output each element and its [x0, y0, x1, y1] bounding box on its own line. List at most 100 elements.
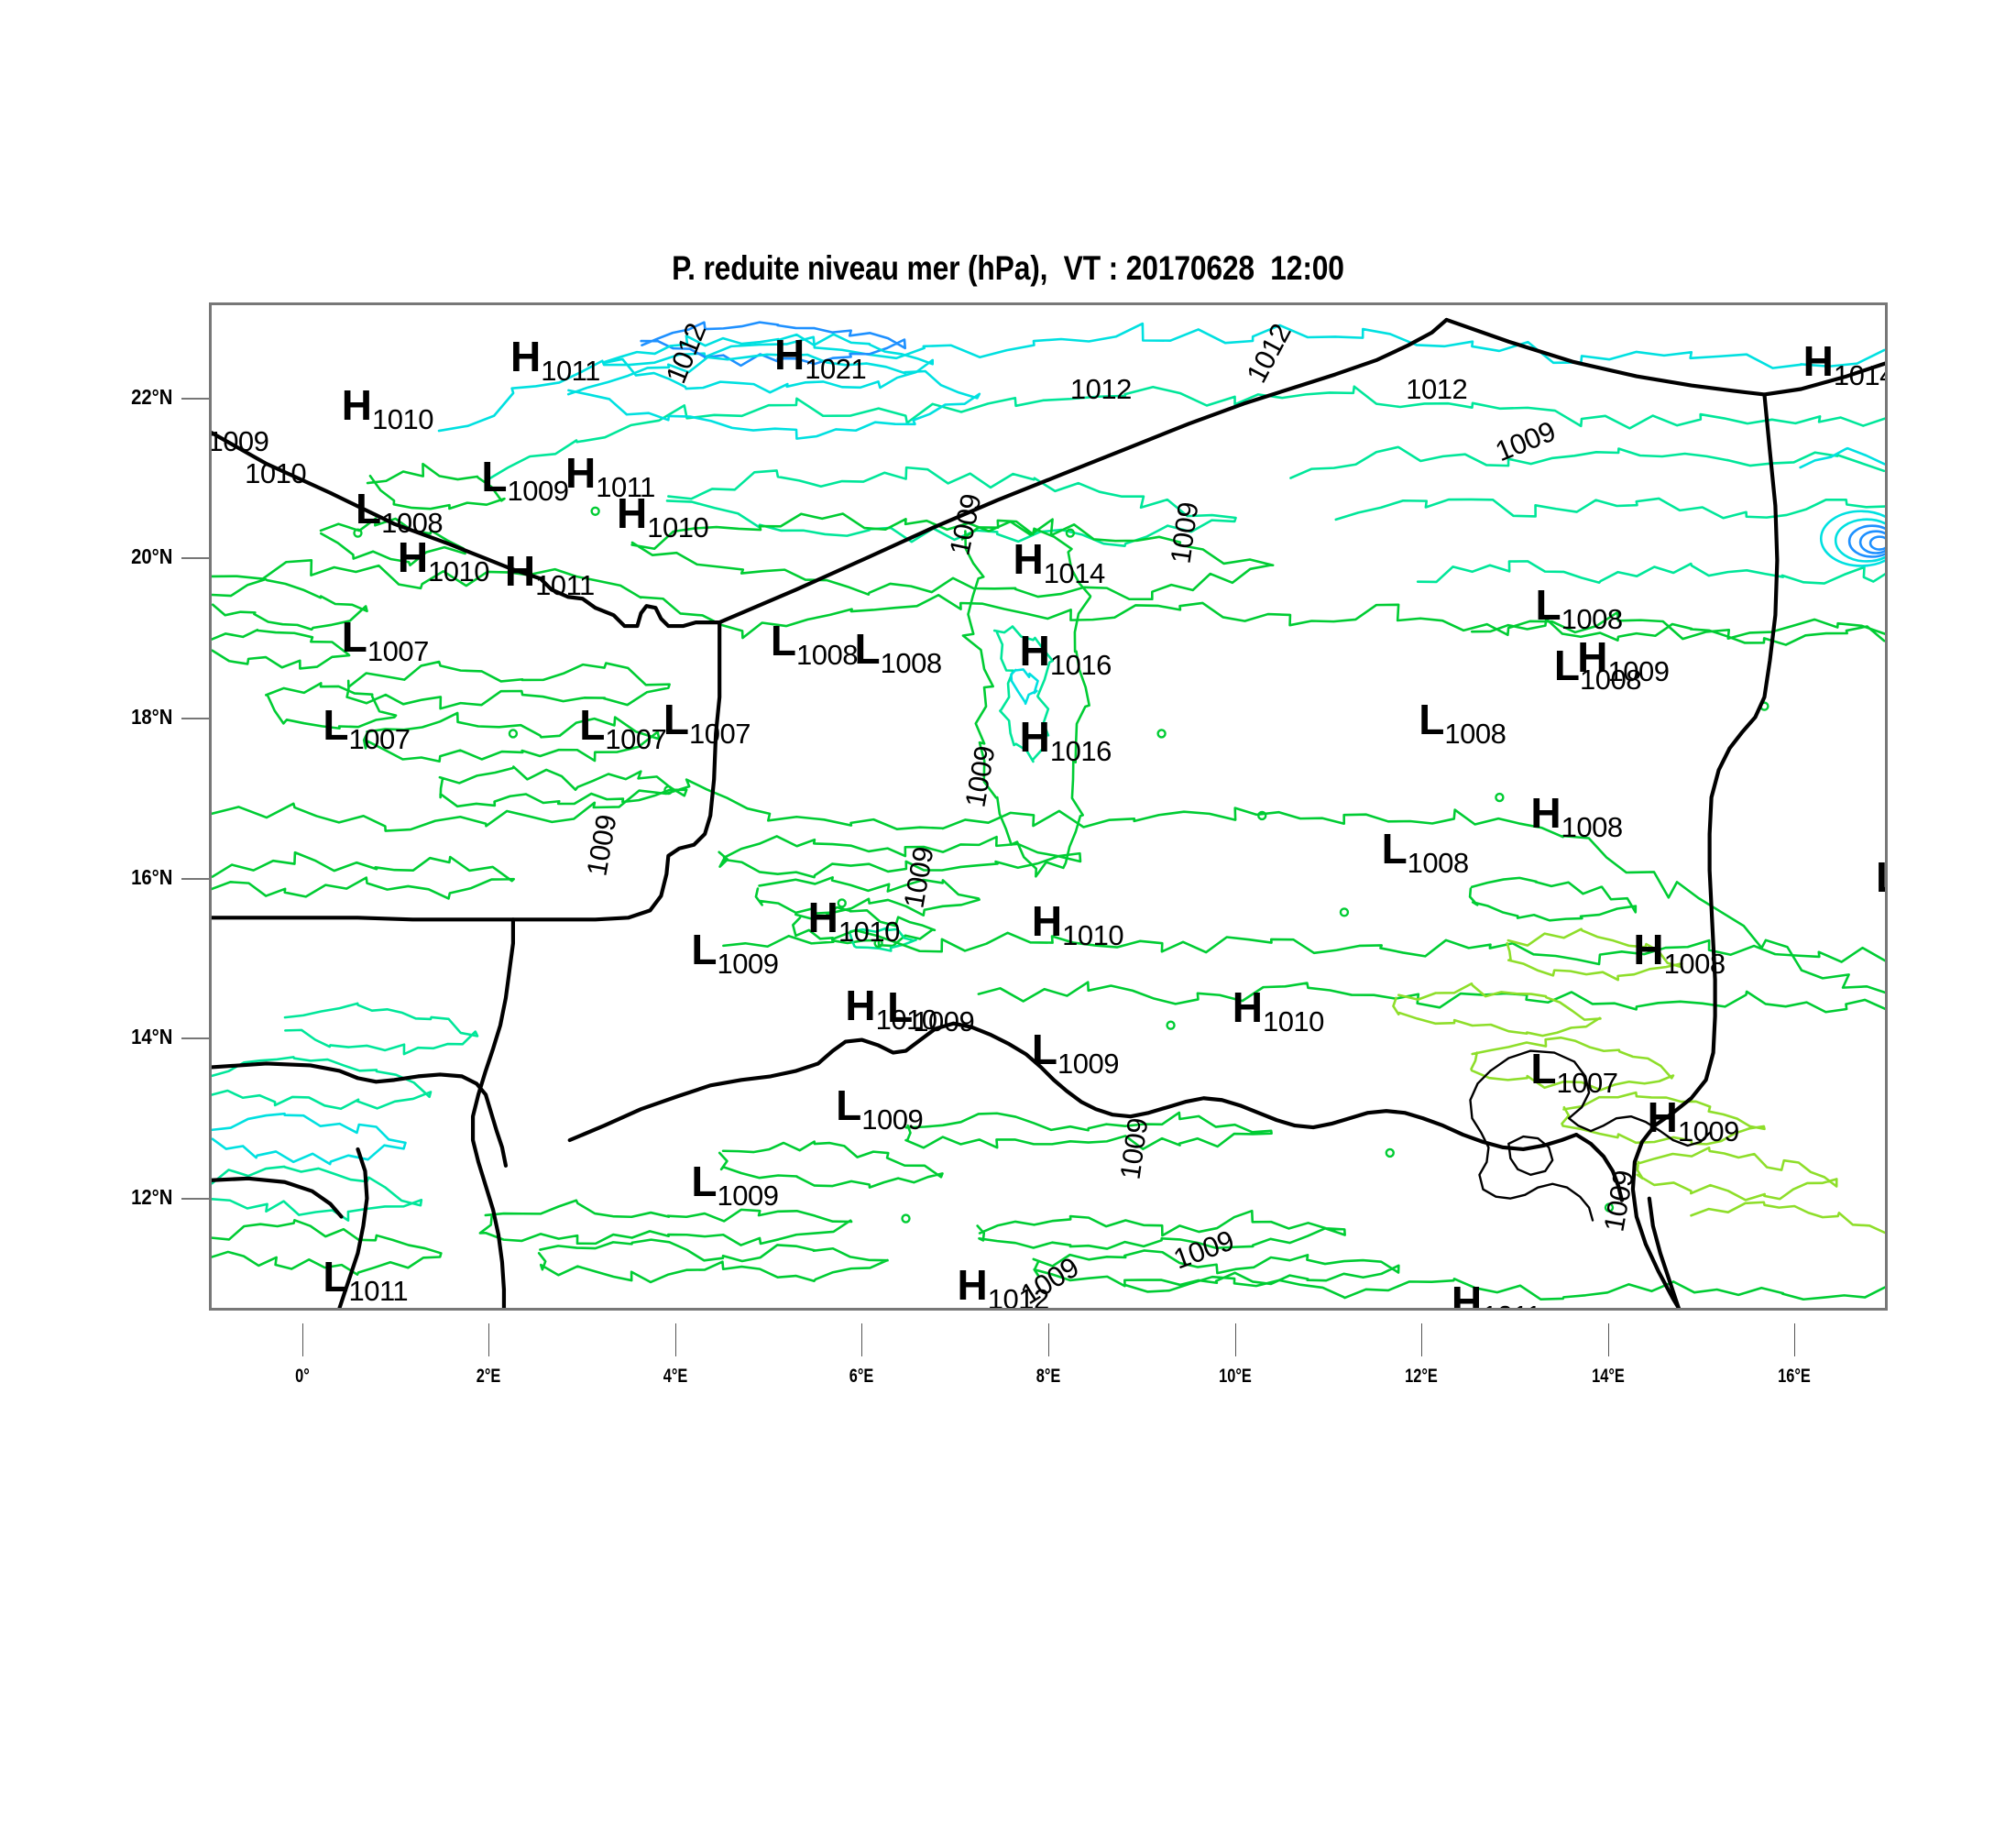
low-pressure-marker: L1008: [1419, 698, 1507, 748]
latitude-tick-label: 14°N: [130, 1025, 172, 1049]
pressure-type-glyph: H: [1577, 632, 1608, 681]
latitude-tick: [181, 717, 209, 719]
pressure-type-glyph: L: [481, 453, 508, 501]
pressure-type-glyph: H: [1232, 983, 1263, 1032]
pressure-type-glyph: H: [509, 333, 542, 381]
contour-layer: [212, 317, 1885, 1308]
pressure-value: 1009: [1057, 1047, 1119, 1080]
page-title: P. reduite niveau mer (hPa), VT : 201706…: [672, 249, 1344, 287]
pressure-type-glyph: H: [504, 546, 536, 595]
latitude-tick-label: 16°N: [130, 864, 172, 889]
pressure-value: 1008: [1407, 847, 1469, 880]
pressure-value: 1008: [1561, 603, 1623, 636]
low-pressure-marker: L1009: [481, 453, 569, 505]
low-pressure-marker: L1009: [1032, 1028, 1120, 1078]
high-pressure-marker: H1009: [1577, 632, 1670, 686]
pressure-type-glyph: H: [807, 893, 838, 941]
pressure-value: 1016: [1049, 648, 1112, 681]
pressure-value: 1011: [348, 1275, 409, 1308]
pressure-type-glyph: L: [356, 485, 382, 533]
pressure-value: 1009: [717, 1179, 779, 1212]
latitude-tick: [181, 557, 209, 560]
pressure-value: 1010: [838, 915, 900, 948]
longitude-tick-label: 2°E: [477, 1366, 501, 1387]
pressure-value: 1021: [805, 352, 867, 385]
low-pressure-marker: L1011: [323, 1256, 408, 1305]
longitude-tick: [301, 1323, 303, 1356]
high-pressure-marker: H1010: [807, 893, 901, 946]
pressure-type-glyph: H: [1013, 535, 1044, 584]
pressure-value: 1011: [596, 471, 655, 504]
high-pressure-marker: H1010: [845, 981, 937, 1034]
low-pressure-marker: L1009: [1876, 856, 1885, 898]
pressure-type-glyph: H: [1633, 925, 1664, 973]
low-pressure-marker: L1007: [1530, 1045, 1618, 1097]
pressure-value: 1008: [381, 507, 444, 540]
pressure-value: 1011: [541, 355, 600, 388]
latitude-tick-label: 12°N: [130, 1184, 172, 1209]
pressure-value: 1009: [717, 947, 779, 980]
pressure-type-glyph: L: [836, 1081, 862, 1129]
low-pressure-marker: L1009: [691, 1157, 779, 1210]
low-pressure-marker: L1009: [887, 986, 975, 1036]
contour-value-label: 1010: [245, 456, 307, 489]
pressure-type-glyph: H: [1019, 626, 1050, 675]
longitude-tick: [1234, 1323, 1236, 1356]
longitude-tick-label: 10°E: [1218, 1366, 1252, 1387]
low-pressure-marker: L1009: [691, 925, 779, 978]
high-pressure-marker: H1011: [504, 546, 595, 599]
low-pressure-marker: L1007: [663, 695, 751, 748]
pressure-type-glyph: H: [1019, 713, 1050, 762]
pressure-type-glyph: L: [691, 925, 718, 973]
pressure-type-glyph: H: [617, 488, 648, 537]
longitude-tick: [674, 1323, 676, 1356]
pressure-value: 1008: [1444, 717, 1507, 750]
contour-value-label: 1012: [1069, 373, 1132, 406]
high-pressure-marker: H1011: [1452, 1280, 1541, 1308]
longitude-tick: [488, 1323, 490, 1356]
longitude-tick-label: 16°E: [1778, 1366, 1812, 1387]
high-pressure-marker: H1011: [565, 452, 655, 501]
low-pressure-marker: L1008: [1381, 825, 1470, 877]
pressure-value: 1011: [1482, 1300, 1541, 1308]
latitude-tick: [181, 877, 209, 880]
latitude-tick-label: 22°N: [130, 384, 172, 409]
pressure-type-glyph: H: [397, 532, 429, 581]
longitude-tick: [1421, 1323, 1423, 1356]
pressure-type-glyph: L: [341, 613, 367, 662]
pressure-type-glyph: H: [1647, 1092, 1678, 1141]
high-pressure-marker: H1010: [397, 532, 490, 586]
longitude-tick: [1048, 1323, 1049, 1356]
longitude-tick-label: 14°E: [1591, 1366, 1625, 1387]
low-pressure-marker: L1009: [836, 1081, 924, 1134]
pressure-type-glyph: L: [1535, 581, 1561, 630]
pressure-type-glyph: L: [663, 695, 689, 743]
latitude-tick: [181, 1037, 209, 1040]
pressure-type-glyph: L: [1530, 1045, 1557, 1093]
pressure-type-glyph: H: [1530, 789, 1561, 838]
pressure-type-glyph: H: [1802, 336, 1834, 385]
pressure-value: 1007: [605, 723, 667, 756]
pressure-value: 1008: [880, 647, 942, 680]
longitude-tick-label: 6°E: [849, 1366, 874, 1387]
high-pressure-marker: H1010: [1031, 896, 1124, 949]
pressure-value: 1014: [1833, 358, 1885, 391]
pressure-type-glyph: L: [1381, 825, 1408, 873]
longitude-tick-label: 12°E: [1405, 1366, 1438, 1387]
high-pressure-marker: H1021: [774, 334, 867, 383]
low-pressure-marker: L1008: [771, 620, 859, 669]
pressure-type-glyph: L: [579, 701, 606, 750]
high-pressure-marker: H1008: [1530, 789, 1623, 841]
pressure-value: 1009: [1677, 1114, 1739, 1147]
pressure-type-glyph: H: [845, 981, 876, 1029]
high-pressure-marker: H1009: [1647, 1092, 1740, 1146]
pressure-value: 1008: [1579, 663, 1641, 696]
pressure-value: 1010: [1262, 1005, 1324, 1038]
map-plot-area[interactable]: H1010H1011H1021H1014L1009H1011L1008H1010…: [209, 302, 1888, 1311]
high-pressure-marker: H1016: [1019, 713, 1112, 765]
pressure-type-glyph: H: [1031, 896, 1063, 945]
longitude-tick-label: 4°E: [663, 1366, 688, 1387]
pressure-value: 1010: [1062, 918, 1124, 951]
pressure-type-glyph: L: [691, 1157, 718, 1205]
pressure-type-glyph: H: [341, 380, 372, 429]
